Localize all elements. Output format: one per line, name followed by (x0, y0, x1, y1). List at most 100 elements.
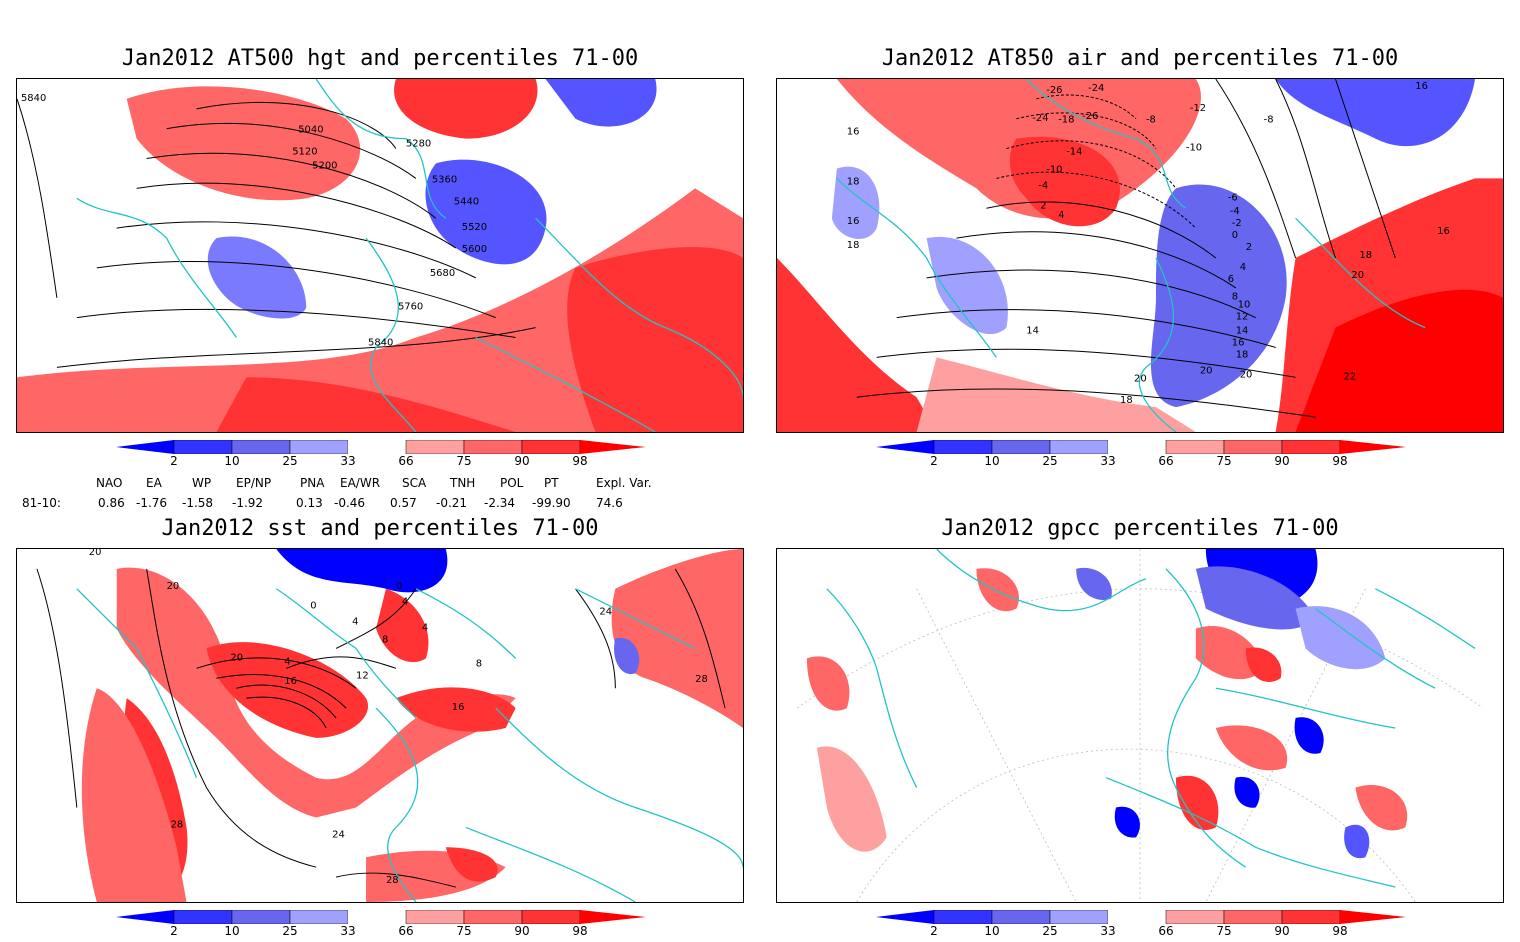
contour-label: 22 (1343, 371, 1356, 382)
contour-label: 16 (1437, 226, 1450, 237)
map-svg-hgt: 5840 5040 5120 5200 5280 5360 5440 5520 … (17, 79, 743, 432)
index-value: 0.57 (390, 496, 417, 510)
index-row-label: 81-10: (22, 496, 61, 510)
contour-label: 5840 (368, 338, 393, 349)
warm-anomaly-region (376, 588, 429, 663)
index-value: -1.76 (136, 496, 168, 510)
index-header: EP/NP (236, 476, 272, 490)
contour-label: 4 (352, 617, 358, 628)
colorbar-svg (116, 910, 646, 924)
contour-label: 8 (382, 634, 388, 645)
index-header: TNH (450, 476, 476, 490)
warm-anomaly-region (1355, 785, 1408, 831)
warm-anomaly-region (806, 656, 850, 711)
colorbar-tick: 10 (224, 454, 240, 468)
contour-label: 28 (171, 819, 184, 830)
map-svg-sst: 20 20 0 4 4 0 8 4 20 4 16 12 16 8 24 28 … (36, 549, 743, 902)
contour-label: 8 (1232, 292, 1238, 303)
colorbar-svg (116, 440, 646, 454)
contour-label: 4 (284, 656, 290, 667)
warm-anomaly-region (1009, 136, 1120, 227)
index-header: Expl. Var. (596, 476, 652, 490)
warm-anomaly-region (395, 687, 516, 732)
map-svg-gpcc (796, 549, 1484, 902)
index-header: SCA (402, 476, 427, 490)
contour-label: 20 (1200, 365, 1213, 376)
contour-label: 16 (1415, 81, 1428, 92)
contour-label: -14 (1066, 147, 1082, 158)
cold-anomaly-region (1295, 606, 1386, 670)
cold-anomaly-region (1294, 717, 1324, 754)
contour-label: 2 (1040, 200, 1046, 211)
contour-label: 24 (332, 829, 345, 840)
cold-anomaly-region (207, 236, 307, 319)
colorbar-tick: 75 (456, 454, 472, 468)
contour-label: -8 (1146, 115, 1156, 126)
contour-label: 5520 (462, 222, 487, 233)
map-hgt: 5840 5040 5120 5200 5280 5360 5440 5520 … (16, 78, 744, 433)
colorbar-tick: 10 (224, 924, 240, 938)
contour-label: 20 (1134, 373, 1147, 384)
contour-label: 5040 (298, 125, 323, 136)
contour-label: 8 (476, 658, 482, 669)
index-header: WP (192, 476, 212, 490)
contour-label: 5360 (432, 174, 457, 185)
colorbar-tick: 25 (1042, 454, 1058, 468)
index-value: -0.46 (334, 496, 366, 510)
cold-anomaly-region (545, 79, 657, 127)
colorbar-tick: 33 (340, 454, 356, 468)
contour-label: 16 (847, 216, 860, 227)
index-header: PT (544, 476, 559, 490)
contour-label: 5200 (312, 161, 337, 172)
warm-anomaly-region (916, 357, 1196, 432)
contour-label: 20 (1240, 369, 1253, 380)
contour-label: 18 (1120, 395, 1133, 406)
colorbar-tick: 2 (930, 924, 938, 938)
warm-anomaly-region (1215, 725, 1288, 771)
index-value: -1.92 (232, 496, 264, 510)
warm-anomaly-region (976, 568, 1019, 612)
contour-label: 0 (396, 581, 402, 592)
contour-label: 4 (402, 597, 408, 608)
contour-label: 10 (1238, 300, 1251, 311)
warm-anomaly-region (611, 549, 743, 728)
cold-anomaly-region (276, 549, 448, 593)
cold-anomaly-region (1150, 184, 1287, 408)
colorbar-tick: 66 (1158, 454, 1174, 468)
contour-label: 12 (356, 670, 369, 681)
contour-label: 28 (695, 674, 708, 685)
teleconnection-indices: NAO EA WP EP/NP PNA EA/WR SCA TNH POL PT… (22, 474, 722, 514)
colorbar-tick: 33 (340, 924, 356, 938)
contour-label: 0 (1232, 230, 1238, 241)
contour-label: 18 (1359, 250, 1372, 261)
warm-anomaly-region (126, 86, 361, 201)
contour-label: -8 (1264, 115, 1274, 126)
contour-label: 5120 (292, 147, 317, 158)
contour-label: 28 (386, 875, 399, 886)
contour-label: 16 (284, 676, 297, 687)
contour-label: 20 (1351, 270, 1364, 281)
colorbar-svg (876, 440, 1406, 454)
contour-label: -26 (1046, 85, 1062, 96)
colorbar-gpcc: 2 10 25 33 66 75 90 98 (876, 910, 1406, 942)
index-value: 0.86 (98, 496, 125, 510)
colorbar-hgt: 2 10 25 33 66 75 90 98 (116, 440, 646, 472)
contour-label: -18 (1058, 115, 1074, 126)
colorbar-tick: 66 (1158, 924, 1174, 938)
contour-label: -10 (1046, 164, 1062, 175)
contour-label: 16 (1232, 338, 1245, 349)
colorbar-tick: 98 (572, 924, 588, 938)
cold-anomaly-region (614, 637, 640, 675)
contour-label: -4 (1038, 180, 1048, 191)
contour-label: 18 (847, 240, 860, 251)
index-header: NAO (96, 476, 123, 490)
warm-anomaly-region (445, 847, 498, 882)
contour-label: 2 (1246, 242, 1252, 253)
contour-label: -24 (1088, 83, 1104, 94)
warm-anomaly-region (394, 79, 538, 139)
index-header: POL (500, 476, 524, 490)
index-value: 74.6 (596, 496, 623, 510)
colorbar-tick: 2 (170, 924, 178, 938)
index-value: -1.58 (182, 496, 214, 510)
colorbar-tick: 90 (514, 454, 530, 468)
